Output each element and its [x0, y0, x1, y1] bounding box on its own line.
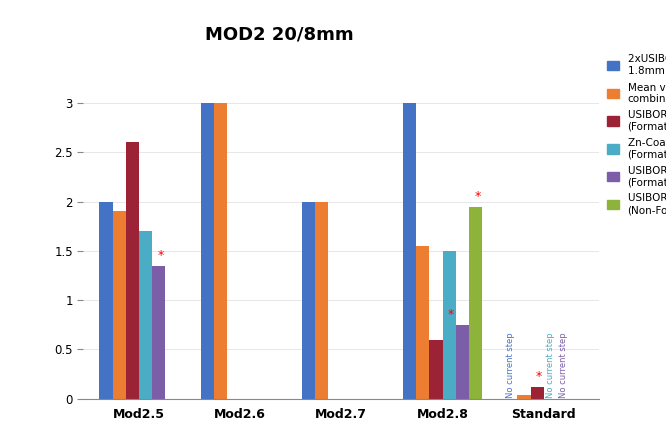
Bar — [517, 395, 531, 399]
Bar — [531, 387, 543, 399]
Text: *: * — [474, 190, 481, 202]
Bar — [442, 251, 456, 399]
Text: No current step: No current step — [546, 332, 555, 398]
Bar — [315, 202, 328, 399]
Legend: 2xUSIBOR1.4mm 1xDP600
1.8mm (Non-Formated), Mean value (Non-and formated
combine: 2xUSIBOR1.4mm 1xDP600 1.8mm (Non-Formate… — [605, 52, 666, 217]
Bar — [99, 202, 113, 399]
Bar — [403, 103, 416, 399]
Text: *: * — [158, 249, 164, 262]
Bar — [430, 340, 442, 399]
Bar — [152, 266, 165, 399]
Bar — [126, 142, 139, 399]
Bar — [200, 103, 214, 399]
Text: *: * — [536, 370, 542, 383]
Bar — [302, 202, 315, 399]
Bar — [113, 211, 126, 399]
Bar — [214, 103, 227, 399]
Bar — [139, 231, 152, 399]
Bar — [456, 325, 469, 399]
Bar — [469, 207, 482, 399]
Text: No current step: No current step — [506, 332, 515, 398]
Text: No current step: No current step — [559, 332, 568, 398]
Text: *: * — [448, 308, 454, 321]
Bar — [416, 246, 430, 399]
Title: MOD2 20/8mm: MOD2 20/8mm — [205, 26, 354, 44]
